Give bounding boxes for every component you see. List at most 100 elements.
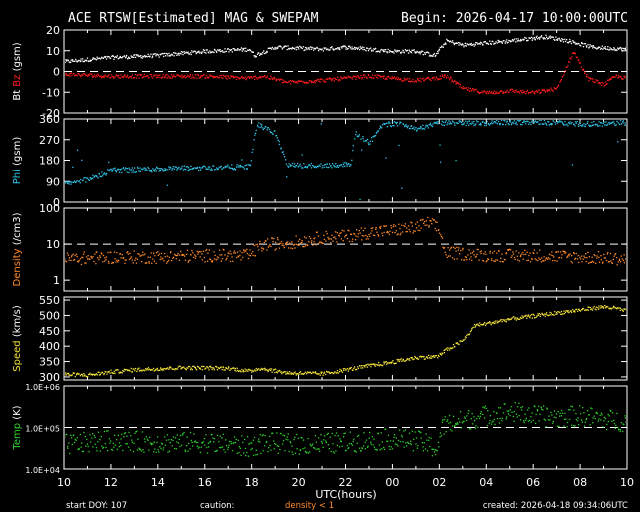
data-point: [270, 75, 272, 77]
data-point: [329, 238, 331, 240]
data-point: [96, 76, 98, 78]
data-point: [419, 51, 421, 53]
data-point: [298, 244, 300, 246]
data-point: [430, 55, 432, 57]
data-point: [101, 445, 103, 447]
data-point: [273, 76, 275, 78]
data-point: [154, 75, 156, 77]
data-point: [348, 45, 350, 47]
data-point: [521, 406, 523, 408]
data-point: [96, 251, 98, 253]
data-point: [390, 224, 392, 227]
data-point: [471, 121, 473, 123]
data-point: [267, 369, 269, 371]
data-point: [462, 421, 464, 423]
data-point: [445, 348, 447, 350]
data-point: [227, 48, 229, 50]
data-point: [549, 123, 551, 125]
data-point: [515, 250, 517, 252]
data-point: [153, 74, 155, 77]
y-axis-label-phi: Phi (gsm): [12, 137, 23, 185]
data-point: [510, 318, 512, 320]
data-point: [530, 91, 533, 93]
data-point: [275, 134, 278, 137]
data-point: [405, 442, 407, 444]
data-point: [614, 76, 616, 78]
data-point: [174, 437, 177, 439]
data-point: [574, 43, 576, 45]
data-point: [578, 308, 580, 310]
data-point: [603, 85, 605, 87]
data-point: [139, 74, 142, 76]
data-point: [67, 181, 69, 183]
data-point: [388, 233, 391, 236]
data-point: [420, 80, 422, 83]
data-point: [600, 412, 603, 414]
data-point: [235, 78, 238, 81]
data-point: [348, 163, 350, 165]
data-point: [506, 89, 508, 92]
data-point: [221, 254, 223, 256]
data-point: [183, 165, 185, 167]
data-point: [392, 51, 394, 53]
data-point: [604, 84, 606, 87]
data-point: [579, 309, 581, 311]
data-point: [602, 48, 604, 50]
data-point: [592, 307, 594, 309]
data-point: [600, 419, 602, 421]
data-point: [178, 75, 180, 77]
data-point: [485, 407, 487, 410]
data-point: [286, 48, 288, 51]
data-point: [376, 50, 379, 53]
data-point: [518, 120, 520, 122]
data-point: [565, 66, 567, 69]
data-point: [515, 41, 517, 43]
data-point: [566, 123, 568, 125]
data-point: [182, 53, 184, 56]
data-point: [417, 445, 419, 447]
data-point: [477, 323, 479, 325]
data-point: [433, 121, 435, 124]
data-point: [151, 77, 154, 79]
data-point: [230, 49, 233, 51]
data-point: [568, 253, 570, 256]
data-point: [139, 448, 141, 450]
data-point: [599, 125, 601, 127]
data-point: [142, 369, 144, 371]
data-point: [568, 312, 570, 314]
data-point: [86, 74, 88, 77]
data-point: [323, 47, 325, 49]
data-point: [163, 170, 165, 172]
data-point: [565, 310, 567, 312]
data-point: [119, 372, 121, 374]
data-point: [296, 81, 298, 83]
data-point: [415, 443, 417, 445]
data-point: [400, 122, 402, 124]
data-point: [175, 448, 177, 450]
data-point: [280, 371, 282, 373]
data-point: [371, 363, 373, 365]
data-point: [501, 321, 503, 323]
data-point: [432, 55, 434, 57]
data-point: [584, 43, 586, 45]
data-point: [292, 80, 294, 82]
data-point: [446, 420, 448, 422]
data-point: [614, 253, 616, 256]
data-point: [86, 177, 88, 179]
data-point: [447, 247, 449, 249]
data-point: [187, 51, 189, 53]
data-point: [205, 367, 207, 369]
data-point: [87, 178, 90, 181]
data-point: [344, 165, 346, 167]
data-point: [483, 90, 485, 92]
data-point: [175, 368, 177, 370]
data-point: [240, 76, 242, 78]
data-point: [407, 225, 410, 227]
data-point: [460, 259, 463, 261]
data-point: [231, 164, 233, 166]
data-point: [153, 53, 155, 55]
data-point: [195, 51, 197, 53]
data-point: [599, 414, 601, 416]
data-point: [253, 55, 255, 57]
